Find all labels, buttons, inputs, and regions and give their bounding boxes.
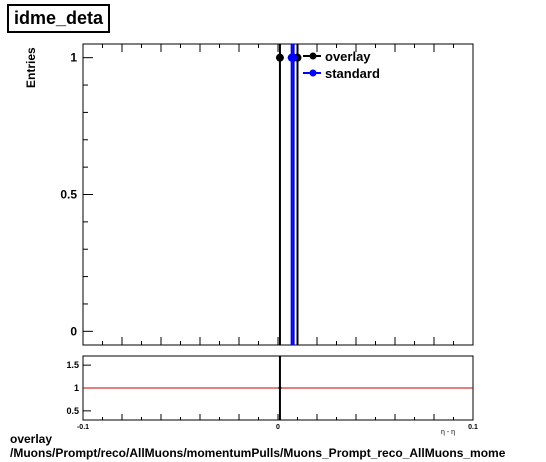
- ratio-x-tick-label: 0.1: [468, 424, 478, 431]
- y-tick-label: 0.5: [60, 188, 77, 202]
- y-tick-label: 0: [70, 324, 77, 338]
- overlay-data-point: [275, 53, 284, 62]
- histogram-path-caption: overlay /Muons/Prompt/reco/AllMuons/mome…: [10, 432, 546, 460]
- plot-title: idme_deta: [7, 4, 111, 33]
- plot-frame: [82, 43, 474, 346]
- y-axis-label: Entries: [24, 47, 38, 88]
- caption-line-1: overlay: [10, 432, 53, 446]
- ratio-x-tick-label: -0.1: [77, 424, 89, 431]
- y-tick-label: 1: [70, 51, 77, 65]
- legend-label-overlay: overlay: [325, 49, 371, 64]
- x-axis-label: η - η: [441, 429, 455, 436]
- top-plot: 0 0.5 1 overlay standard: [60, 43, 474, 346]
- legend-marker-overlay: [309, 52, 317, 60]
- ratio-data-point: [278, 386, 282, 390]
- ratio-y-tick-label: 1.5: [66, 360, 79, 370]
- ratio-plot: 0.5 1 1.5 -0.1 0 0.1 η - η: [66, 355, 478, 436]
- ratio-y-tick-label: 1: [74, 383, 79, 393]
- ratio-y-tick-label: 0.5: [66, 406, 79, 416]
- legend-marker-standard: [309, 69, 317, 77]
- ratio-x-tick-label: 0: [276, 424, 280, 431]
- caption-line-2: /Muons/Prompt/reco/AllMuons/momentumPull…: [10, 446, 506, 460]
- legend-label-standard: standard: [325, 66, 380, 81]
- standard-data-point: [289, 53, 298, 62]
